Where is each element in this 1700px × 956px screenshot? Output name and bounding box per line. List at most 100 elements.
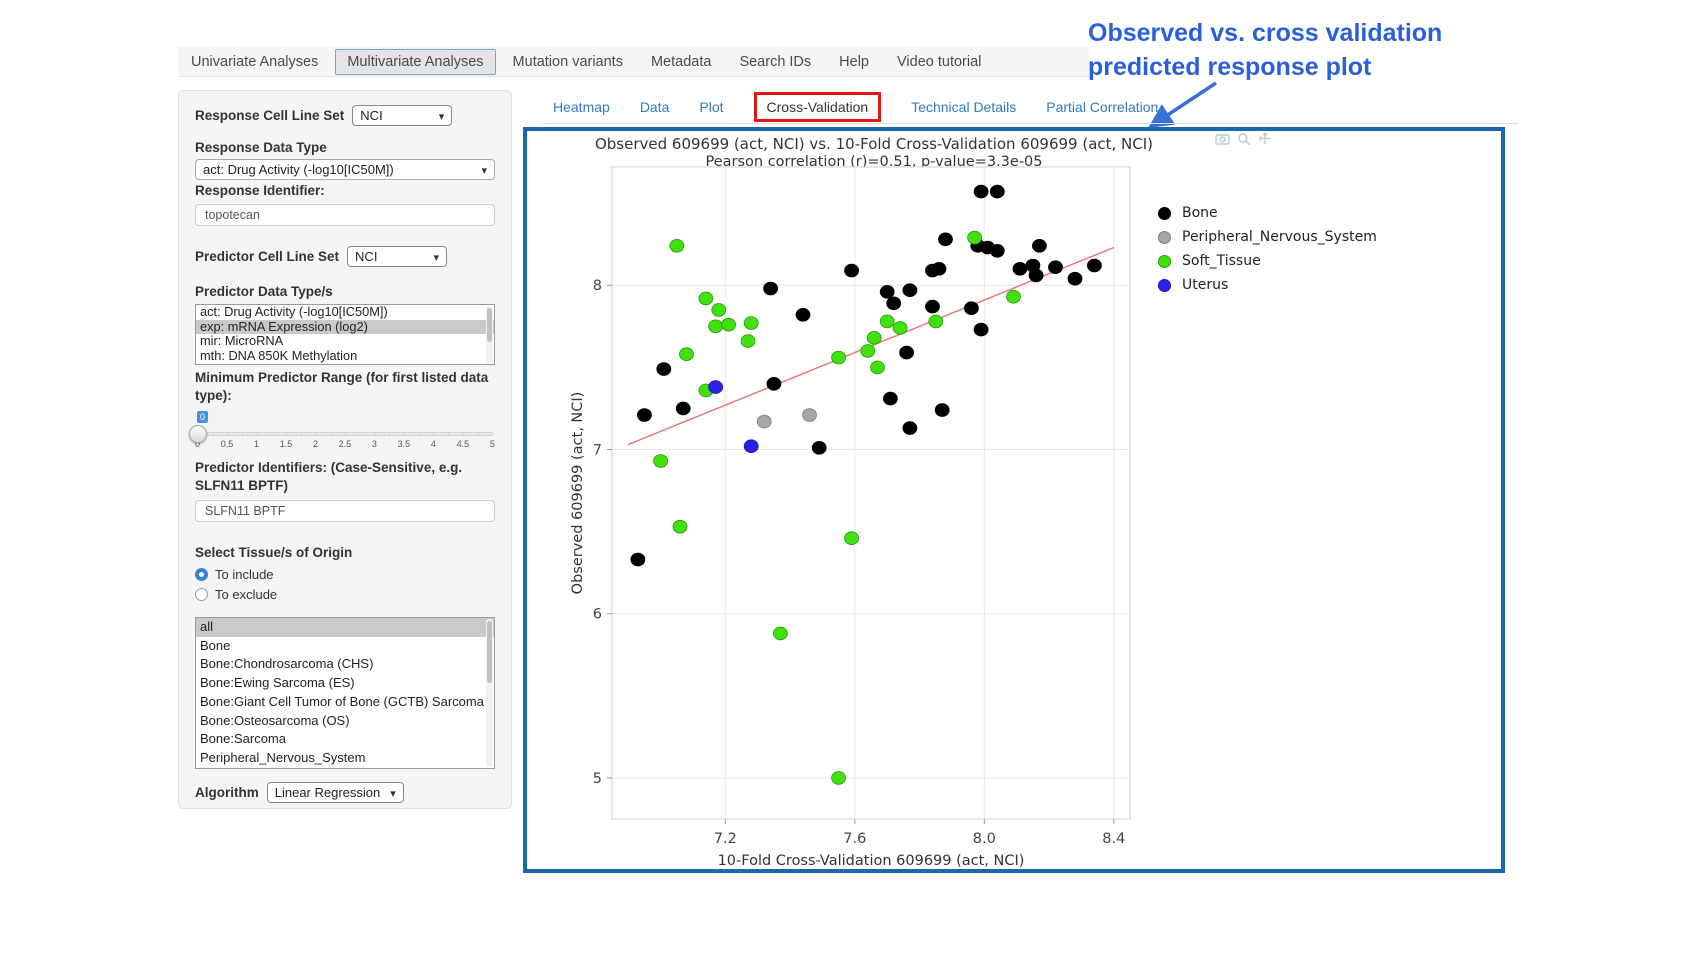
list-item[interactable]: Peripheral_Nervous_System — [200, 749, 366, 765]
list-item[interactable]: all — [196, 618, 494, 637]
response-data-type-label: Response Data Type — [195, 140, 327, 155]
list-item[interactable]: Bone:Chondrosarcoma (CHS) — [200, 656, 374, 672]
radio-unselected-icon — [195, 588, 208, 601]
tab-cross-validation[interactable]: Cross-Validation — [753, 91, 882, 122]
svg-text:6: 6 — [593, 607, 602, 623]
legend-label: Uterus — [1182, 277, 1229, 293]
legend-dot-icon — [1158, 206, 1171, 220]
nav-tab-video-tutorial[interactable]: Video tutorial — [897, 53, 982, 70]
chart-subtitle: Pearson correlation (r)=0.51, p-value=3.… — [705, 154, 1043, 170]
svg-text:5: 5 — [593, 771, 602, 787]
legend-label: Peripheral_Nervous_System — [1182, 229, 1377, 245]
radio-to-include[interactable]: To include — [195, 567, 495, 582]
radio-label: To exclude — [215, 587, 278, 602]
list-item[interactable]: Bone — [200, 637, 231, 653]
svg-text:10-Fold Cross-Validation 60969: 10-Fold Cross-Validation 609699 (act, NC… — [718, 853, 1025, 867]
scrollbar-thumb[interactable] — [487, 621, 492, 683]
chevron-down-icon — [481, 162, 487, 177]
nav-tab-univariate-analyses[interactable]: Univariate Analyses — [191, 53, 319, 70]
response-identifier-label: Response Identifier: — [195, 183, 325, 198]
list-item[interactable]: act: Drug Activity (-log10[IC50M]) — [200, 304, 388, 319]
svg-text:8.0: 8.0 — [973, 831, 996, 847]
scrollbar — [486, 306, 493, 363]
nav-tab-multivariate-analyses[interactable]: Multivariate Analyses — [335, 48, 496, 75]
legend-dot-icon — [1158, 254, 1171, 268]
slider-track[interactable] — [189, 425, 493, 443]
algorithm-value: Linear Regression — [274, 785, 381, 800]
legend-label: Bone — [1182, 205, 1218, 221]
radio-selected-icon — [195, 568, 208, 581]
chevron-down-icon — [434, 249, 440, 264]
slider-handle[interactable] — [189, 425, 207, 443]
list-item[interactable]: Bone:Sarcoma — [200, 731, 286, 747]
predictor-cell-line-set-label: Predictor Cell Line Set — [195, 248, 340, 264]
tab-technical-details[interactable]: Technical Details — [911, 98, 1017, 115]
legend-item[interactable]: Peripheral_Nervous_System — [1158, 225, 1377, 249]
algorithm-label: Algorithm — [195, 784, 259, 800]
list-item[interactable]: Bone:Ewing Sarcoma (ES) — [200, 675, 355, 691]
scrollbar — [486, 619, 493, 767]
list-item[interactable]: exp: mRNA Expression (log2) — [196, 319, 494, 335]
predictor-identifiers-input[interactable] — [195, 500, 495, 522]
algorithm-select[interactable]: Linear Regression — [266, 782, 404, 803]
analysis-form-sidebar: Response Cell Line Set NCI Response Data… — [178, 90, 512, 809]
predictor-data-types-listbox: act: Drug Activity (-log10[IC50M]) exp: … — [195, 304, 495, 365]
chart-title: Observed 609699 (act, NCI) vs. 10-Fold C… — [594, 135, 1154, 153]
list-item[interactable]: Bone:Giant Cell Tumor of Bone (GCTB) Sar… — [200, 693, 484, 709]
nav-tab-search-ids[interactable]: Search IDs — [739, 53, 812, 70]
scrollbar-thumb[interactable] — [487, 308, 492, 342]
nav-tab-metadata[interactable]: Metadata — [650, 53, 712, 70]
response-identifier-input[interactable] — [195, 204, 495, 226]
list-item[interactable]: Bone:Osteosarcoma (OS) — [200, 712, 350, 728]
radio-label: To include — [215, 567, 274, 582]
result-tabs: Heatmap Data Plot Cross-Validation Techn… — [543, 90, 1518, 124]
slider-value-badge: 0 — [197, 411, 209, 423]
response-data-type-select[interactable]: act: Drug Activity (-log10[IC50M]) — [195, 159, 495, 180]
annotation-line-2: predicted response plot — [1088, 53, 1372, 81]
nav-tab-mutation-variants[interactable]: Mutation variants — [512, 53, 623, 70]
radio-to-exclude[interactable]: To exclude — [195, 587, 495, 602]
svg-text:8: 8 — [593, 278, 602, 294]
tab-plot[interactable]: Plot — [699, 98, 724, 115]
tab-heatmap[interactable]: Heatmap — [553, 98, 610, 115]
annotation-arrow-icon — [1148, 81, 1217, 128]
list-item[interactable]: mir: MicroRNA — [200, 333, 284, 349]
svg-text:7.2: 7.2 — [714, 831, 737, 847]
tab-data[interactable]: Data — [639, 98, 670, 115]
tissue-origin-label: Select Tissue/s of Origin — [195, 545, 353, 560]
annotation-title: Observed vs. cross validation predicted … — [1088, 16, 1528, 84]
legend-dot-icon — [1158, 230, 1171, 244]
legend-dot-icon — [1158, 278, 1171, 292]
predictor-identifiers-label: Predictor Identifiers: (Case-Sensitive, … — [195, 460, 463, 493]
svg-text:7.6: 7.6 — [843, 831, 866, 847]
camera-icon[interactable] — [1215, 132, 1230, 145]
legend-item[interactable]: Soft_Tissue — [1158, 249, 1377, 273]
pan-icon[interactable] — [1258, 132, 1272, 145]
predictor-cell-line-set-select[interactable]: NCI — [347, 246, 448, 267]
list-item[interactable]: mth: DNA 850K Methylation — [200, 347, 358, 363]
tab-partial-correlation[interactable]: Partial Correlation — [1046, 98, 1159, 115]
plot-frame: Observed 609699 (act, NCI) vs. 10-Fold C… — [523, 127, 1505, 873]
tissue-listbox: all Bone Bone:Chondrosarcoma (CHS) Bone:… — [195, 617, 495, 769]
legend-item[interactable]: Bone — [1158, 201, 1377, 225]
response-cell-line-set-value: NCI — [360, 108, 383, 123]
response-cell-line-set-label: Response Cell Line Set — [195, 107, 345, 123]
annotation-line-1: Observed vs. cross validation — [1088, 19, 1443, 47]
svg-text:7: 7 — [593, 442, 602, 458]
response-data-type-value: act: Drug Activity (-log10[IC50M]) — [203, 162, 394, 177]
chevron-down-icon — [439, 108, 445, 123]
zoom-icon[interactable] — [1237, 132, 1251, 145]
nav-tab-help[interactable]: Help — [839, 53, 869, 70]
scatter-plot[interactable]: 7.2 7.6 8.0 8.4 5 6 7 8 10-Fold Cross-Validation… — [552, 163, 1172, 867]
legend-item[interactable]: Uterus — [1158, 273, 1377, 297]
top-nav: Univariate Analyses Multivariate Analyse… — [178, 47, 1090, 77]
slider-tick-labels: 0 0.5 1 1.5 2 2.5 3 3.5 4 4.5 5 — [195, 439, 495, 449]
response-cell-line-set-select[interactable]: NCI — [352, 105, 453, 126]
svg-text:Observed 609699 (act, NCI): Observed 609699 (act, NCI) — [570, 392, 586, 595]
plot-legend: Bone Peripheral_Nervous_System Soft_Tissue… — [1158, 201, 1377, 297]
chevron-down-icon — [390, 785, 396, 800]
min-predictor-range-slider: 0 0 0.5 1 1.5 2 2.5 3 3.5 4 4.5 5 — [189, 408, 495, 449]
svg-text:8.4: 8.4 — [1102, 831, 1125, 847]
plot-modebar — [1215, 132, 1272, 145]
min-predictor-range-label: Minimum Predictor Range (for first liste… — [195, 370, 489, 403]
